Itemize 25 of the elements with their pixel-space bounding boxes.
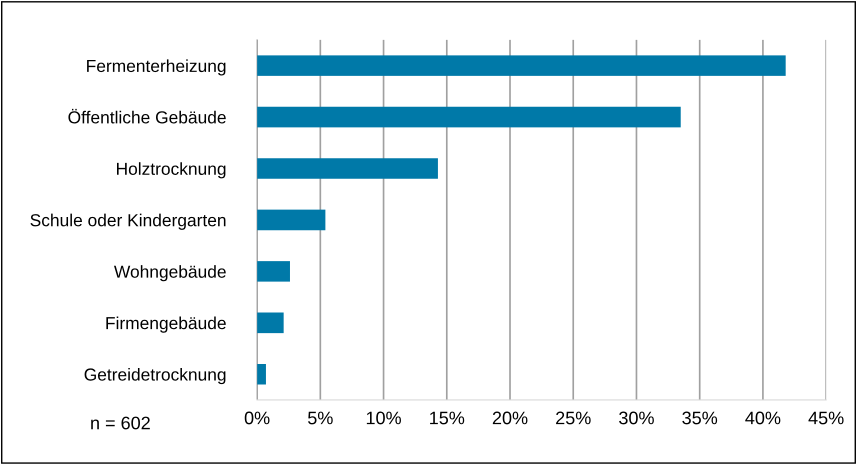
bar	[257, 261, 290, 282]
y-tick-label: Holztrocknung	[117, 162, 226, 178]
y-tick-label: Fermenterheizung	[87, 59, 226, 76]
x-tick-label: 15%	[430, 412, 464, 424]
x-tick-label: 20%	[492, 412, 528, 424]
bar	[257, 364, 266, 385]
x-tick-label: 10%	[366, 412, 401, 424]
x-tick-label: 35%	[682, 412, 718, 424]
bar	[257, 55, 786, 76]
x-tick-label: 0%	[244, 412, 270, 424]
x-tick-label: 25%	[556, 412, 591, 424]
text: n = 602	[91, 416, 150, 430]
bar	[257, 312, 284, 334]
y-tick-label: Wohngebäude	[114, 265, 226, 282]
bar	[257, 210, 326, 230]
y-tick-label: Schule oder Kindergarten	[30, 214, 226, 230]
y-tick-label: Öffentliche Gebäude	[68, 108, 226, 124]
bar	[257, 158, 438, 179]
x-tick-label: 30%	[619, 412, 654, 424]
x-tick-label: 45%	[808, 412, 844, 424]
x-tick-label: 5%	[308, 412, 333, 424]
y-tick-label: Getreidetrocknung	[84, 368, 226, 384]
bar	[257, 106, 681, 128]
x-tick-label: 40%	[745, 412, 780, 424]
y-tick-label: Firmengebäude	[106, 316, 226, 333]
